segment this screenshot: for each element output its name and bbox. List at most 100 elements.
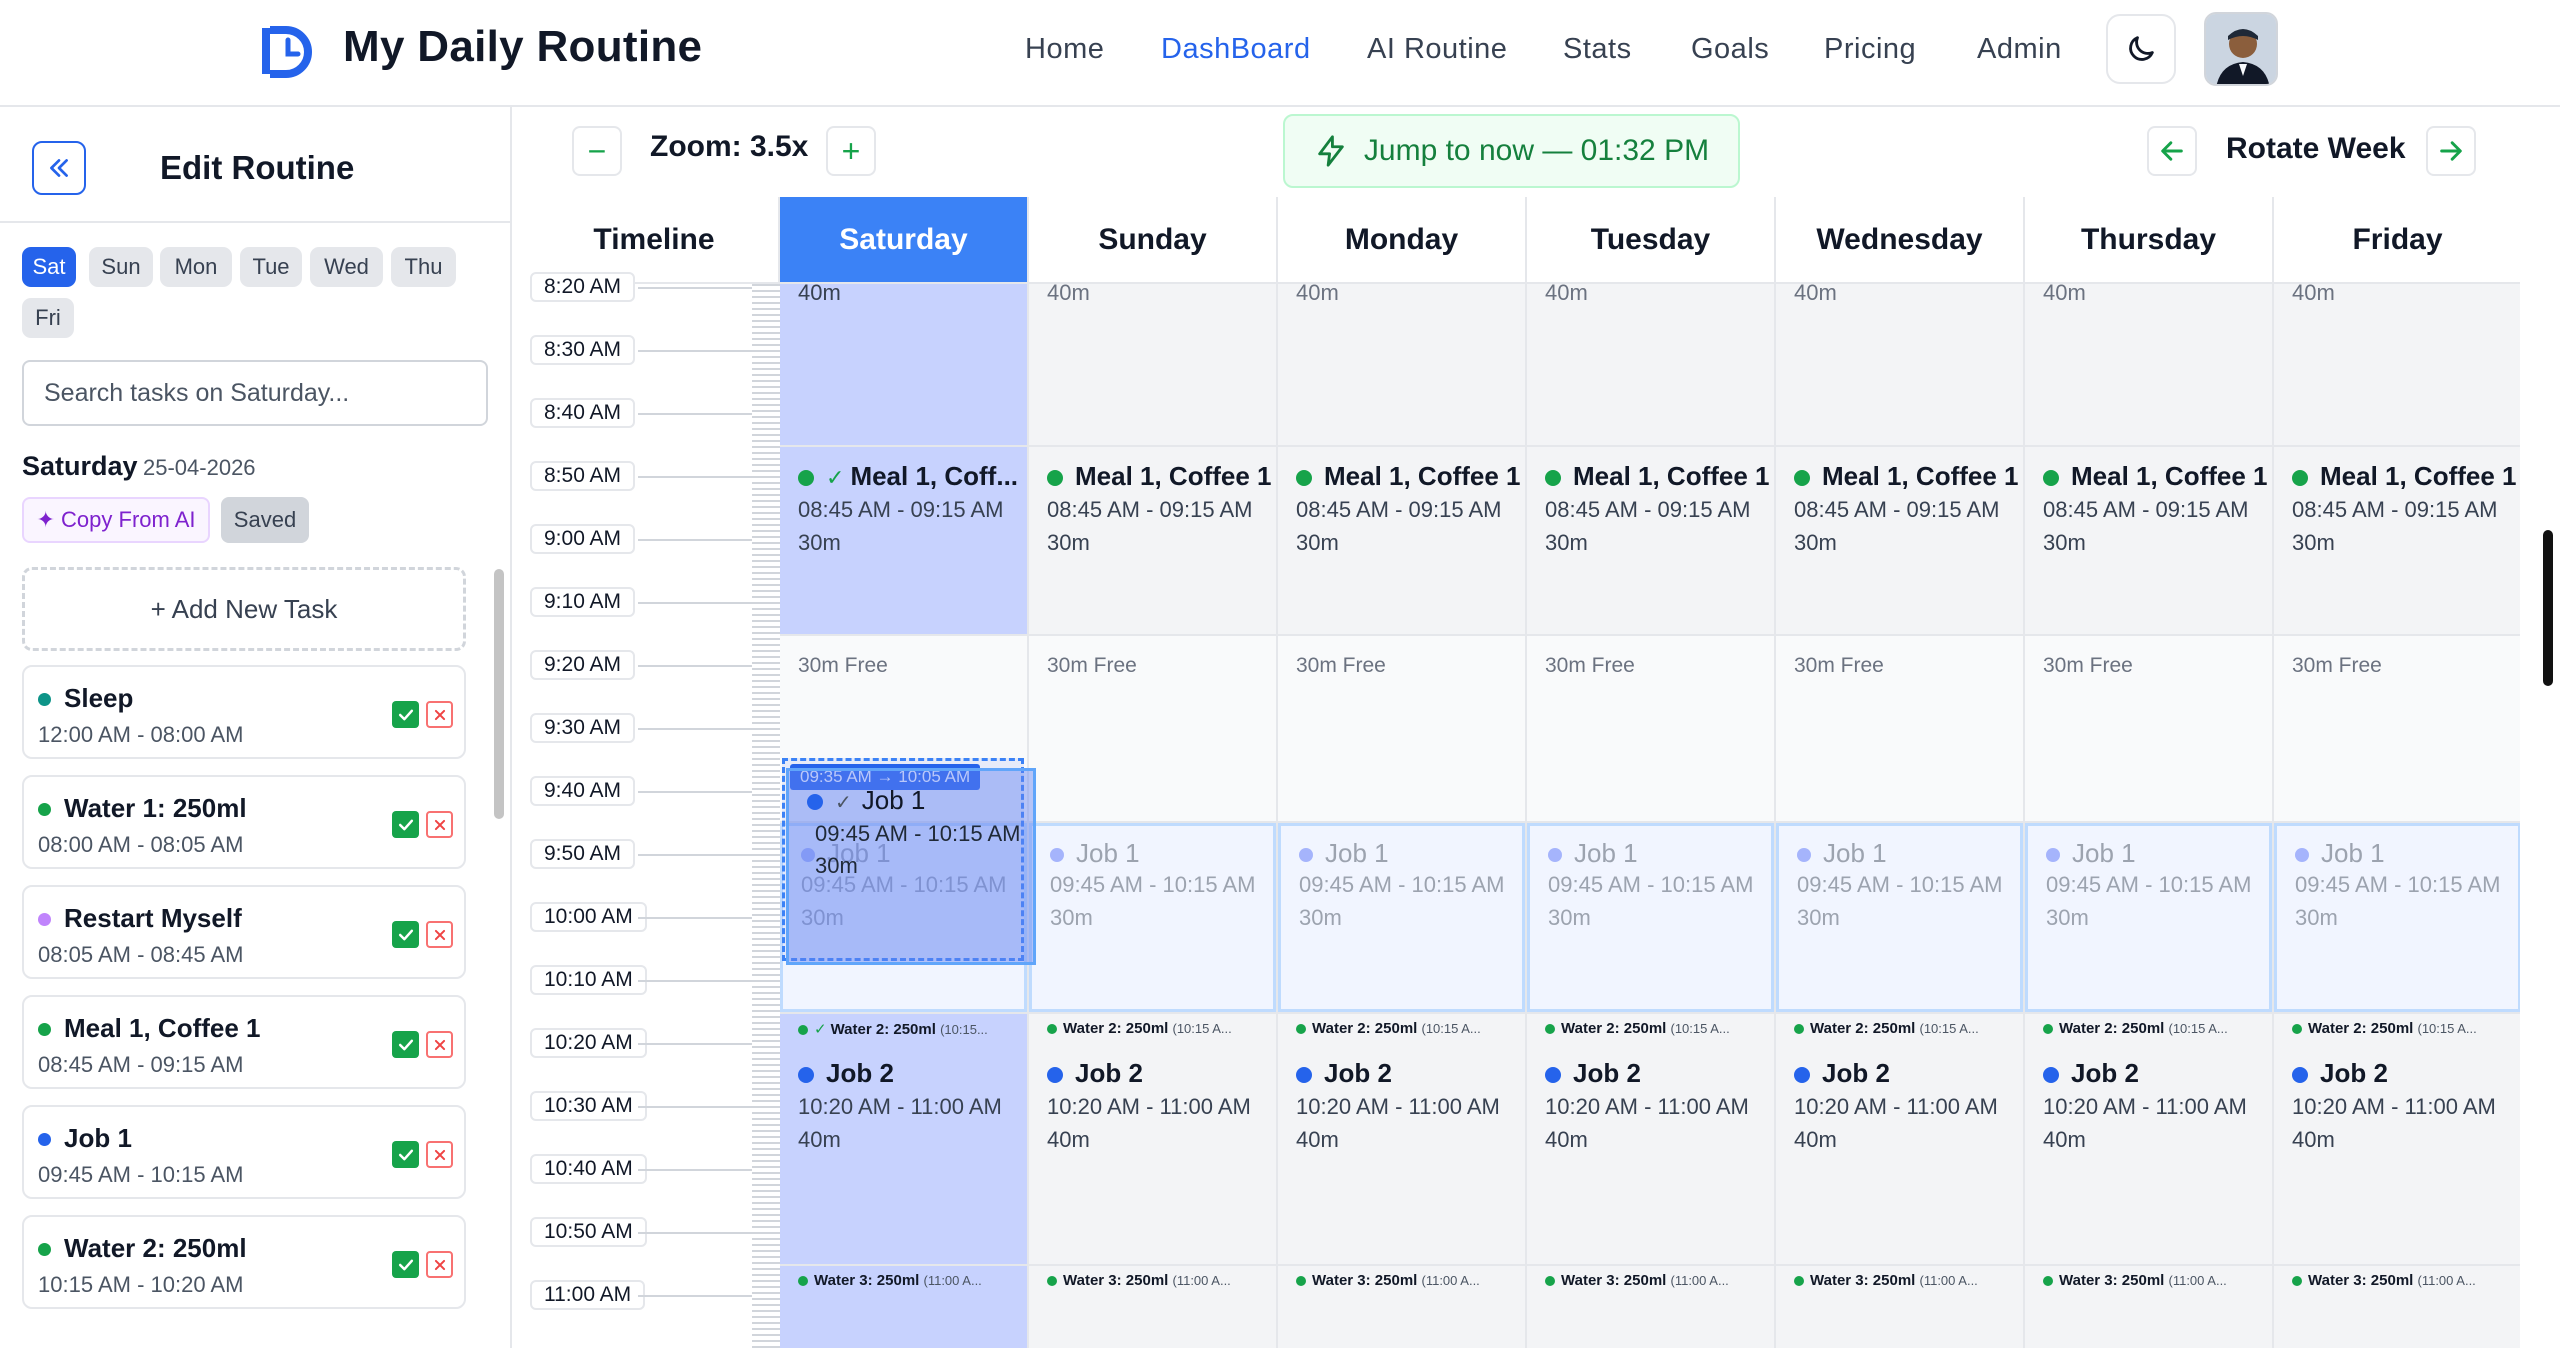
delete-task-button[interactable]: [426, 701, 453, 728]
task-block-job1[interactable]: Job 1 09:45 AM - 10:15 AM 30m: [1776, 822, 2023, 1012]
task-block-meal[interactable]: Meal 1, Coffee 1 08:45 AM - 09:15 AM 30m: [2025, 444, 2272, 634]
task-block-job2[interactable]: Job 2 10:20 AM - 11:00 AM 40m: [1278, 1041, 1525, 1264]
zoom-out-button[interactable]: −: [572, 126, 622, 176]
free-slot[interactable]: 30m Free: [1029, 633, 1276, 823]
complete-task-button[interactable]: [392, 811, 419, 838]
task-block-job1[interactable]: Job 1 09:45 AM - 10:15 AM 30m: [1029, 822, 1276, 1012]
page-scrollbar[interactable]: [2543, 530, 2553, 686]
task-block-job2[interactable]: Job 2 10:20 AM - 11:00 AM 40m: [1029, 1041, 1276, 1264]
task-block-job1[interactable]: Job 1 09:45 AM - 10:15 AM 30m: [1278, 822, 1525, 1012]
task-block-water2[interactable]: ✓ Water 2: 250ml (10:15...: [780, 1011, 1027, 1042]
task-block-water3[interactable]: Water 3: 250ml (11:00 A...: [1527, 1263, 1774, 1304]
task-block-meal[interactable]: Meal 1, Coffee 1 08:45 AM - 09:15 AM 30m: [2274, 444, 2520, 634]
free-slot[interactable]: 30m Free: [2025, 633, 2272, 823]
delete-task-button[interactable]: [426, 1251, 453, 1278]
delete-task-button[interactable]: [426, 1141, 453, 1168]
task-block-meal[interactable]: Meal 1, Coffee 1 08:45 AM - 09:15 AM 30m: [1527, 444, 1774, 634]
task-block-water2[interactable]: Water 2: 250ml (10:15 A...: [2025, 1011, 2272, 1042]
collapse-sidebar-button[interactable]: [32, 141, 86, 195]
complete-task-button[interactable]: [392, 701, 419, 728]
task-block-water2[interactable]: Water 2: 250ml (10:15 A...: [1527, 1011, 1774, 1042]
day-chip-thu[interactable]: Thu: [391, 247, 456, 287]
task-card[interactable]: Sleep 12:00 AM - 08:00 AM: [22, 665, 466, 759]
nav-stats[interactable]: Stats: [1563, 33, 1632, 65]
nav-ai-routine[interactable]: AI Routine: [1367, 33, 1508, 65]
day-chip-mon[interactable]: Mon: [160, 247, 232, 287]
nav-goals[interactable]: Goals: [1691, 33, 1770, 65]
user-avatar[interactable]: [2204, 12, 2278, 86]
add-new-task-button[interactable]: + Add New Task: [22, 567, 466, 651]
day-header-sunday[interactable]: Sunday: [1029, 197, 1278, 284]
free-slot[interactable]: 30m Free: [1527, 633, 1774, 823]
delete-task-button[interactable]: [426, 811, 453, 838]
task-block-water3[interactable]: Water 3: 250ml (11:00 A...: [2025, 1263, 2272, 1304]
task-search-input[interactable]: [22, 360, 488, 426]
day-header-tuesday[interactable]: Tuesday: [1527, 197, 1776, 284]
task-block-job2[interactable]: Job 2 10:20 AM - 11:00 AM 40m: [2274, 1041, 2520, 1264]
task-card[interactable]: Restart Myself 08:05 AM - 08:45 AM: [22, 885, 466, 979]
task-block-meal[interactable]: ✓ Meal 1, Coff... 08:45 AM - 09:15 AM 30m: [780, 444, 1027, 634]
task-block-meal[interactable]: Meal 1, Coffee 1 08:45 AM - 09:15 AM 30m: [1776, 444, 2023, 634]
task-block-water3[interactable]: Water 3: 250ml (11:00 A...: [2274, 1263, 2520, 1304]
task-block-job2[interactable]: Job 2 10:20 AM - 11:00 AM 40m: [2025, 1041, 2272, 1264]
day-chip-wed[interactable]: Wed: [310, 247, 383, 287]
delete-task-button[interactable]: [426, 921, 453, 948]
task-block-water3[interactable]: Water 3: 250ml (11:00 A...: [1776, 1263, 2023, 1304]
task-block-job1[interactable]: Job 1 09:45 AM - 10:15 AM 30m: [780, 822, 1027, 1012]
zoom-in-button[interactable]: +: [826, 126, 876, 176]
day-header-friday[interactable]: Friday: [2274, 197, 2520, 284]
day-chip-tue[interactable]: Tue: [240, 247, 302, 287]
complete-task-button[interactable]: [392, 921, 419, 948]
nav-pricing[interactable]: Pricing: [1824, 33, 1917, 65]
task-card[interactable]: Job 1 09:45 AM - 10:15 AM: [22, 1105, 466, 1199]
task-block-job1[interactable]: Job 1 09:45 AM - 10:15 AM 30m: [1527, 822, 1774, 1012]
saved-button[interactable]: Saved: [221, 497, 309, 543]
day-header-monday[interactable]: Monday: [1278, 197, 1527, 284]
task-block-water3[interactable]: Water 3: 250ml (11:00 A...: [1029, 1263, 1276, 1304]
task-card[interactable]: Meal 1, Coffee 1 08:45 AM - 09:15 AM: [22, 995, 466, 1089]
day-header-wednesday[interactable]: Wednesday: [1776, 197, 2025, 284]
drag-drop-target[interactable]: [782, 757, 1024, 961]
task-card[interactable]: Water 1: 250ml 08:00 AM - 08:05 AM: [22, 775, 466, 869]
free-slot[interactable]: 30m Free: [780, 633, 1027, 823]
task-block-job2[interactable]: Job 2 10:20 AM - 11:00 AM 40m: [780, 1041, 1027, 1264]
complete-task-button[interactable]: [392, 1141, 419, 1168]
task-block-meal[interactable]: Meal 1, Coffee 1 08:45 AM - 09:15 AM 30m: [1278, 444, 1525, 634]
nav-home[interactable]: Home: [1025, 33, 1105, 65]
app-title[interactable]: My Daily Routine: [343, 22, 703, 71]
prev-week-button[interactable]: [2147, 126, 2197, 176]
day-chip-sat[interactable]: Sat: [22, 247, 76, 287]
copy-from-ai-button[interactable]: ✦ Copy From AI: [22, 497, 210, 543]
complete-task-button[interactable]: [392, 1251, 419, 1278]
next-week-button[interactable]: [2426, 126, 2476, 176]
day-chip-fri[interactable]: Fri: [22, 298, 74, 338]
task-block-job2[interactable]: Job 2 10:20 AM - 11:00 AM 40m: [1776, 1041, 2023, 1264]
free-slot[interactable]: 30m Free: [2274, 633, 2520, 823]
task-card[interactable]: Water 2: 250ml 10:15 AM - 10:20 AM: [22, 1215, 466, 1309]
jump-to-now-button[interactable]: Jump to now — 01:32 PM: [1283, 114, 1740, 188]
task-block-water3[interactable]: Water 3: 250ml (11:00 A...: [1278, 1263, 1525, 1304]
task-block-water2[interactable]: Water 2: 250ml (10:15 A...: [1029, 1011, 1276, 1042]
nav-admin[interactable]: Admin: [1977, 33, 2062, 65]
task-block-job1[interactable]: Job 1 09:45 AM - 10:15 AM 30m: [2274, 822, 2520, 1012]
dragging-task-job1[interactable]: ✓ Job 1 09:45 AM - 10:15 AM 30m: [786, 767, 1036, 965]
free-slot[interactable]: 30m Free: [1776, 633, 2023, 823]
day-chip-sun[interactable]: Sun: [89, 247, 153, 287]
task-block-job1[interactable]: Job 1 09:45 AM - 10:15 AM 30m: [2025, 822, 2272, 1012]
task-block-water2[interactable]: Water 2: 250ml (10:15 A...: [1776, 1011, 2023, 1042]
block-duration: 40m: [2043, 280, 2086, 305]
theme-toggle-button[interactable]: [2106, 14, 2176, 84]
day-header-thursday[interactable]: Thursday: [2025, 197, 2274, 284]
task-block-water2[interactable]: Water 2: 250ml (10:15 A...: [1278, 1011, 1525, 1042]
task-block-job2[interactable]: Job 2 10:20 AM - 11:00 AM 40m: [1527, 1041, 1774, 1264]
complete-task-button[interactable]: [392, 1031, 419, 1058]
task-block-meal[interactable]: Meal 1, Coffee 1 08:45 AM - 09:15 AM 30m: [1029, 444, 1276, 634]
sidebar-scrollbar[interactable]: [494, 569, 504, 819]
day-header-saturday[interactable]: Saturday: [780, 197, 1029, 284]
clock-logo-icon[interactable]: [258, 20, 318, 80]
free-slot[interactable]: 30m Free: [1278, 633, 1525, 823]
task-block-water2[interactable]: Water 2: 250ml (10:15 A...: [2274, 1011, 2520, 1042]
nav-dashboard[interactable]: DashBoard: [1161, 33, 1311, 65]
task-block-water3[interactable]: Water 3: 250ml (11:00 A...: [780, 1263, 1027, 1304]
delete-task-button[interactable]: [426, 1031, 453, 1058]
